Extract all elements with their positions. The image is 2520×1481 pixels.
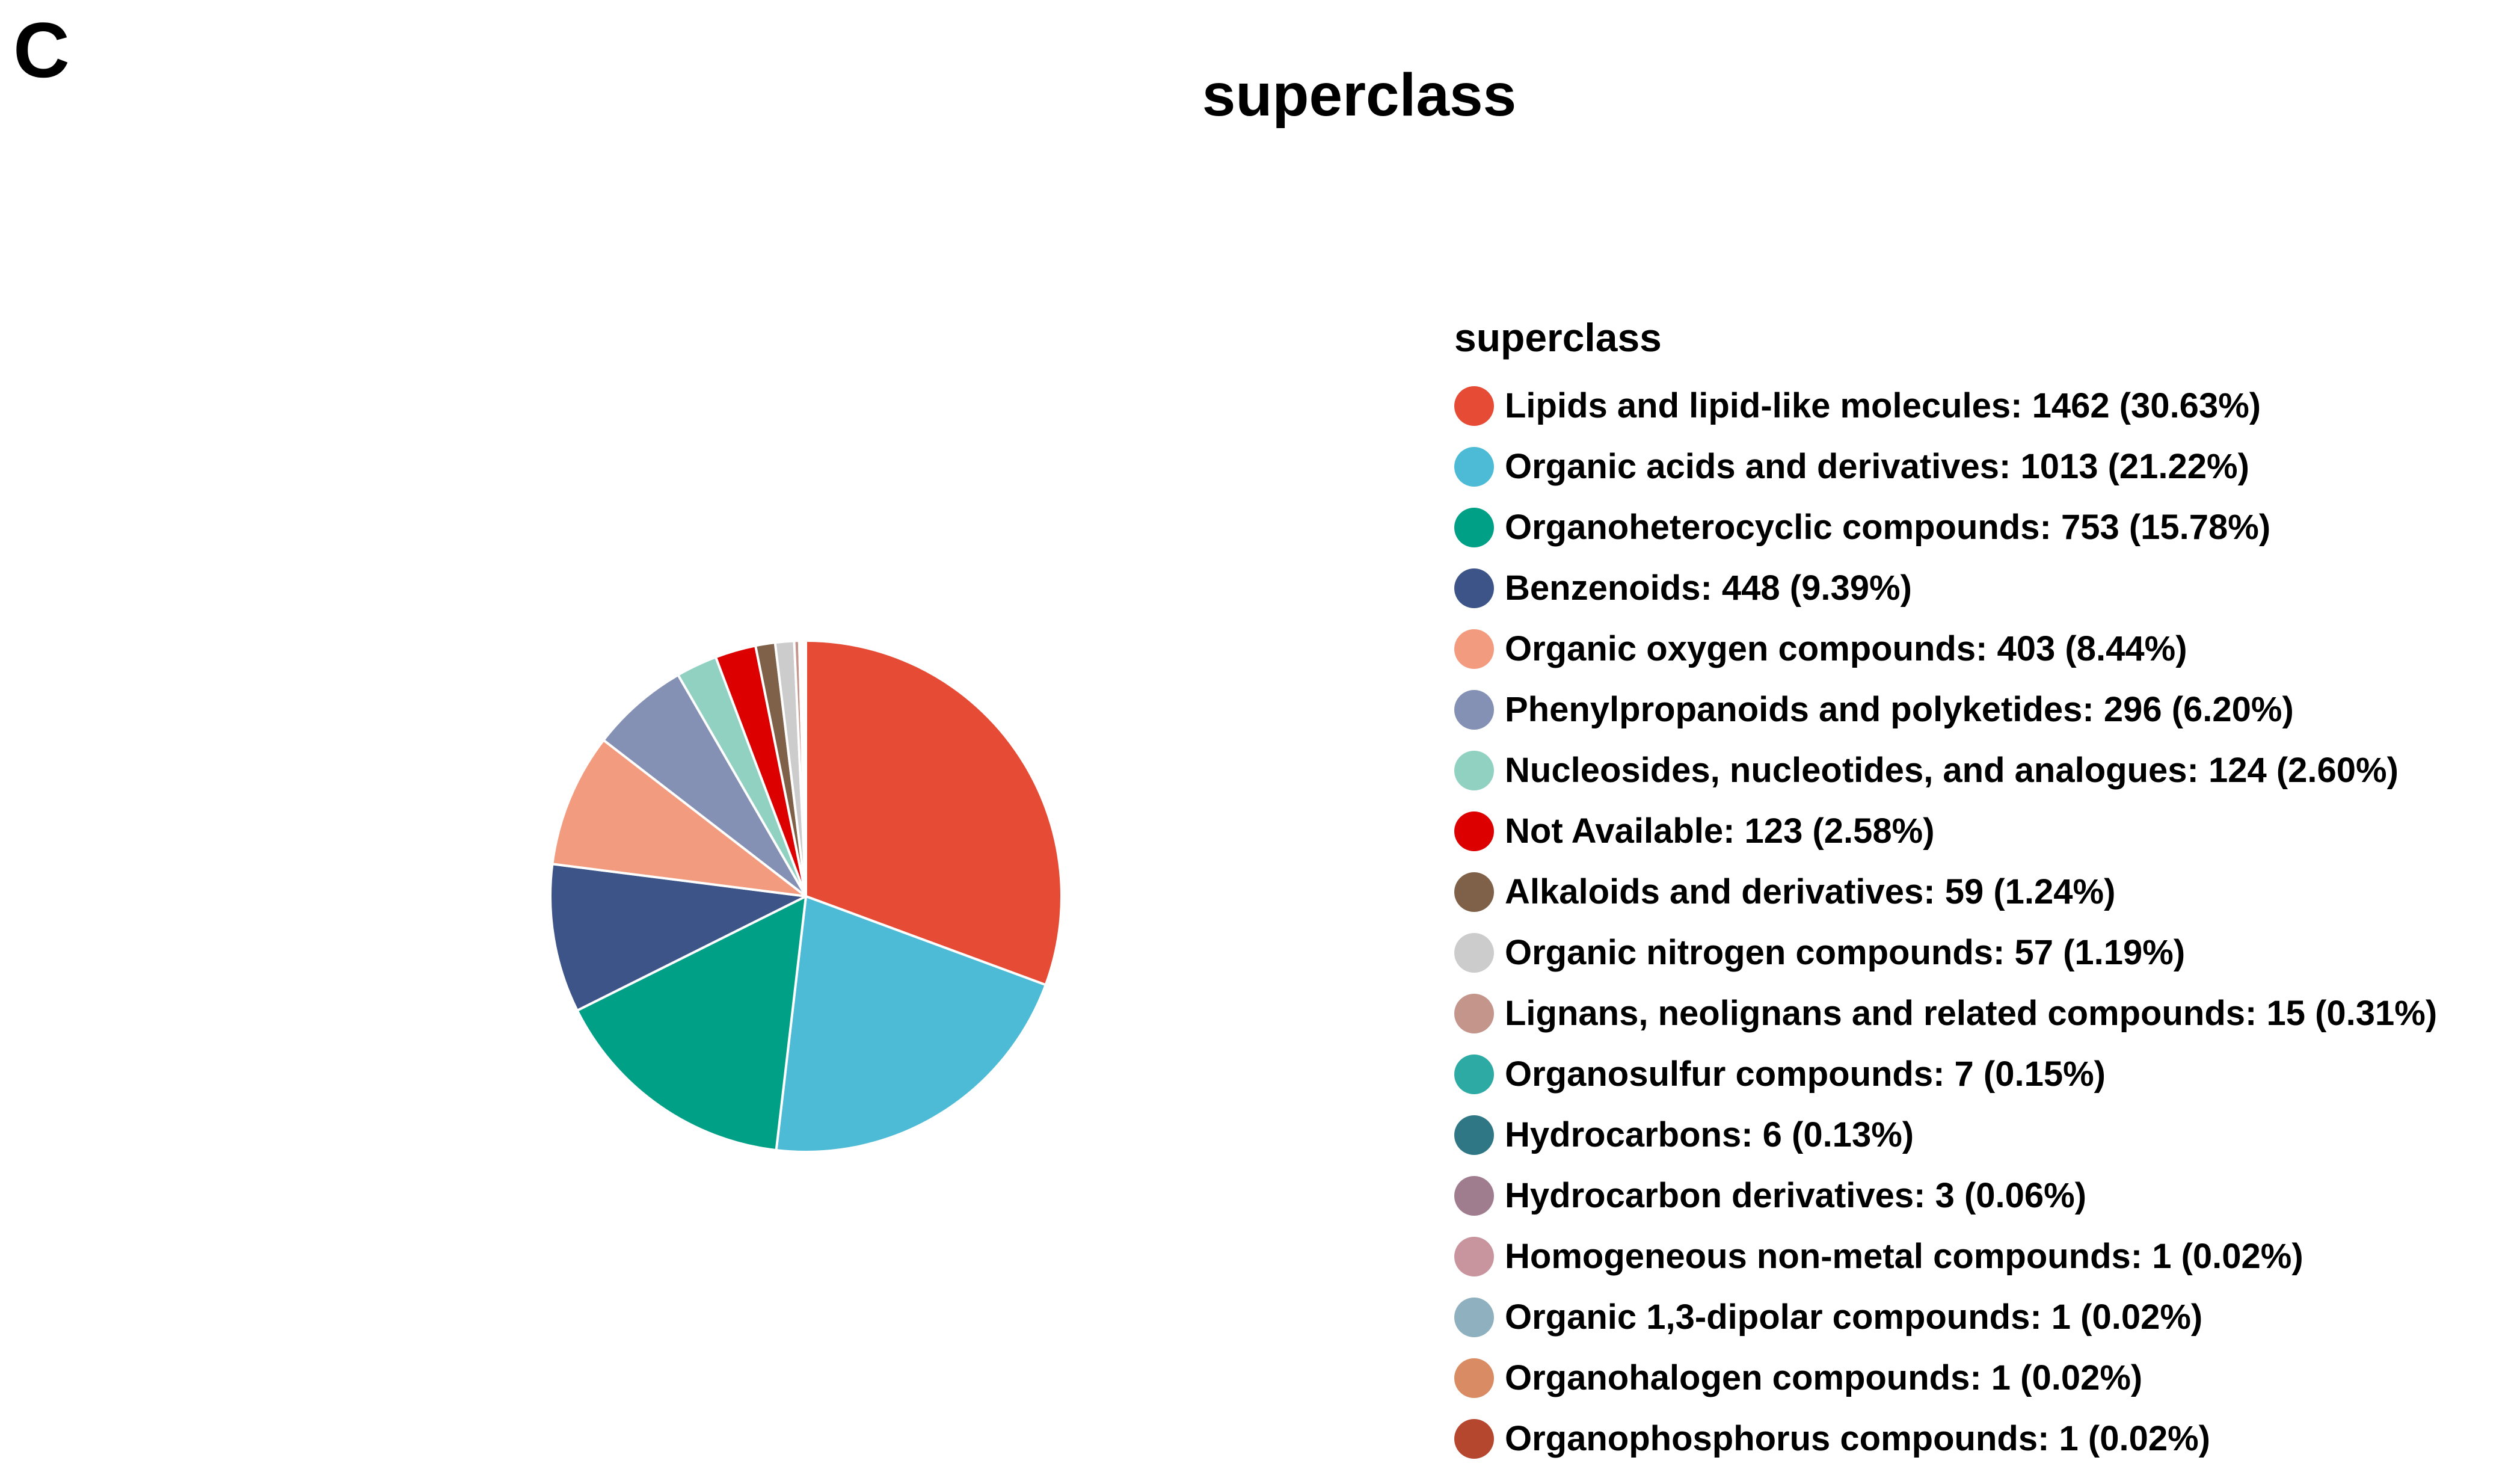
legend-item: Nucleosides, nucleotides, and analogues:… — [1454, 740, 2437, 801]
legend-item: Lipids and lipid-like molecules: 1462 (3… — [1454, 375, 2437, 436]
legend-list: Lipids and lipid-like molecules: 1462 (3… — [1454, 375, 2437, 1469]
legend-item: Alkaloids and derivatives: 59 (1.24%) — [1454, 861, 2437, 922]
legend-label: Phenylpropanoids and polyketides: 296 (6… — [1505, 689, 2294, 729]
pie-slice — [775, 895, 1047, 1153]
legend-label: Organic nitrogen compounds: 57 (1.19%) — [1505, 932, 2186, 972]
legend-label: Lipids and lipid-like molecules: 1462 (3… — [1505, 386, 2261, 425]
legend-swatch — [1454, 507, 1494, 547]
legend-label: Organosulfur compounds: 7 (0.15%) — [1505, 1054, 2106, 1094]
pie-slice — [576, 895, 807, 1152]
legend-title: superclass — [1454, 315, 1662, 360]
legend-item: Organic 1,3-dipolar compounds: 1 (0.02%) — [1454, 1287, 2437, 1347]
legend-swatch — [1454, 446, 1494, 487]
legend-label: Nucleosides, nucleotides, and analogues:… — [1505, 750, 2399, 790]
legend-label: Alkaloids and derivatives: 59 (1.24%) — [1505, 872, 2116, 911]
legend-label: Organic 1,3-dipolar compounds: 1 (0.02%) — [1505, 1297, 2203, 1337]
legend-item: Organic oxygen compounds: 403 (8.44%) — [1454, 618, 2437, 679]
pie-slice — [549, 863, 807, 1012]
legend-label: Organohalogen compounds: 1 (0.02%) — [1505, 1358, 2143, 1397]
legend-item: Organophosphorus compounds: 1 (0.02%) — [1454, 1408, 2437, 1469]
legend-item: Phenylpropanoids and polyketides: 296 (6… — [1454, 679, 2437, 740]
legend-item: Not Available: 123 (2.58%) — [1454, 801, 2437, 861]
legend-label: Benzenoids: 448 (9.39%) — [1505, 568, 1912, 608]
pie-chart — [541, 632, 1071, 1161]
legend-swatch — [1454, 750, 1494, 790]
legend-item: Organic acids and derivatives: 1013 (21.… — [1454, 436, 2437, 497]
legend-item: Organosulfur compounds: 7 (0.15%) — [1454, 1044, 2437, 1104]
legend-item: Hydrocarbons: 6 (0.13%) — [1454, 1104, 2437, 1165]
legend-label: Lignans, neolignans and related compound… — [1505, 993, 2438, 1033]
legend-swatch — [1454, 1175, 1494, 1216]
legend-item: Lignans, neolignans and related compound… — [1454, 983, 2437, 1044]
legend-item: Organohalogen compounds: 1 (0.02%) — [1454, 1347, 2437, 1408]
pie-slice — [602, 674, 807, 898]
legend-item: Organoheterocyclic compounds: 753 (15.78… — [1454, 497, 2437, 558]
legend-label: Organophosphorus compounds: 1 (0.02%) — [1505, 1418, 2210, 1458]
legend-label: Organoheterocyclic compounds: 753 (15.78… — [1505, 507, 2271, 547]
legend-item: Homogeneous non-metal compounds: 1 (0.02… — [1454, 1226, 2437, 1287]
legend-swatch — [1454, 932, 1494, 973]
legend-swatch — [1454, 993, 1494, 1033]
legend-swatch — [1454, 1115, 1494, 1155]
legend-swatch — [1454, 568, 1494, 608]
legend: superclass Lipids and lipid-like molecul… — [1454, 318, 2437, 1469]
legend-label: Homogeneous non-metal compounds: 1 (0.02… — [1505, 1236, 2303, 1276]
legend-swatch — [1454, 1236, 1494, 1276]
chart-title: superclass — [1202, 61, 1517, 129]
legend-label: Hydrocarbons: 6 (0.13%) — [1505, 1115, 1914, 1154]
legend-item: Organic nitrogen compounds: 57 (1.19%) — [1454, 922, 2437, 983]
legend-swatch — [1454, 872, 1494, 912]
legend-item: Benzenoids: 448 (9.39%) — [1454, 558, 2437, 618]
legend-swatch — [1454, 629, 1494, 669]
legend-swatch — [1454, 1297, 1494, 1337]
panel-label: C — [13, 6, 70, 94]
legend-label: Organic acids and derivatives: 1013 (21.… — [1505, 446, 2249, 486]
legend-swatch — [1454, 386, 1494, 426]
legend-item: Hydrocarbon derivatives: 3 (0.06%) — [1454, 1165, 2437, 1226]
legend-swatch — [1454, 1358, 1494, 1398]
pie-slice — [805, 639, 1063, 987]
pie-slice — [804, 639, 807, 898]
legend-swatch — [1454, 1054, 1494, 1094]
legend-swatch — [1454, 689, 1494, 730]
legend-label: Organic oxygen compounds: 403 (8.44%) — [1505, 629, 2187, 668]
legend-swatch — [1454, 1418, 1494, 1459]
legend-swatch — [1454, 811, 1494, 851]
pie-svg — [549, 639, 1063, 1153]
legend-label: Hydrocarbon derivatives: 3 (0.06%) — [1505, 1175, 2087, 1215]
legend-label: Not Available: 123 (2.58%) — [1505, 811, 1935, 851]
pie-slice — [551, 739, 807, 898]
